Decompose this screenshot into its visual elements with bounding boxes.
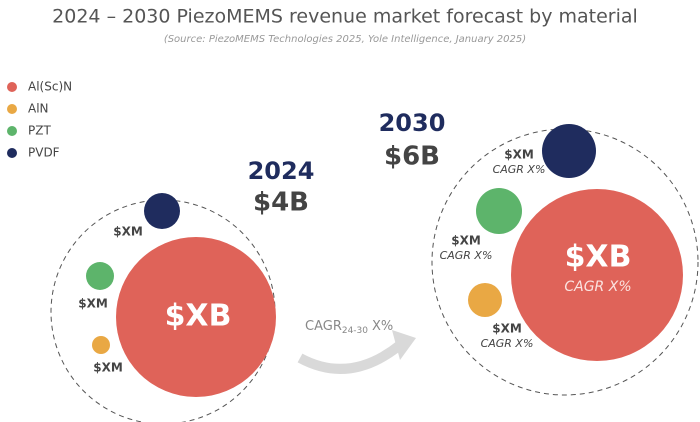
bubble-label: $XM — [492, 322, 522, 336]
legend-dot — [7, 82, 17, 92]
arrow-label: CAGR24-30 X% — [305, 319, 393, 336]
bubble-cagr: CAGR X% — [564, 279, 631, 295]
bubble — [468, 283, 502, 317]
source: (Source: PiezoMEMS Technologies 2025, Yo… — [164, 34, 526, 45]
bubble-label: $XM — [113, 225, 143, 239]
title: 2024 – 2030 PiezoMEMS revenue market for… — [52, 6, 638, 28]
bubble-cagr: CAGR X% — [481, 337, 534, 350]
legend-label: Al(Sc)N — [28, 80, 72, 94]
bubble-cagr: CAGR X% — [493, 163, 546, 176]
bubble — [476, 188, 522, 234]
legend-label: AlN — [28, 102, 49, 116]
bubble — [144, 193, 180, 229]
arrow-head — [392, 330, 416, 360]
legend-dot — [7, 104, 17, 114]
bubble — [542, 124, 596, 178]
bubble-label: $XB — [565, 240, 632, 275]
bubble — [511, 189, 683, 361]
legend-dot — [7, 126, 17, 136]
total: $6B — [384, 142, 440, 172]
legend-label: PZT — [28, 124, 51, 138]
bubble-label: $XM — [78, 297, 108, 311]
bubble-label: $XM — [93, 361, 123, 375]
bubble-label: $XM — [451, 234, 481, 248]
bubble — [92, 336, 110, 354]
bubble-label: $XB — [165, 299, 232, 334]
legend-label: PVDF — [28, 146, 60, 160]
bubble-cagr: CAGR X% — [440, 249, 493, 262]
group-ring — [431, 128, 699, 396]
year: 2024 — [248, 157, 315, 185]
arrow-body — [297, 341, 404, 374]
bubble — [116, 237, 276, 397]
year: 2030 — [379, 109, 446, 137]
bubble-label: $XM — [504, 148, 534, 162]
legend-dot — [7, 148, 17, 158]
total: $4B — [253, 188, 309, 218]
bubble — [86, 262, 114, 290]
